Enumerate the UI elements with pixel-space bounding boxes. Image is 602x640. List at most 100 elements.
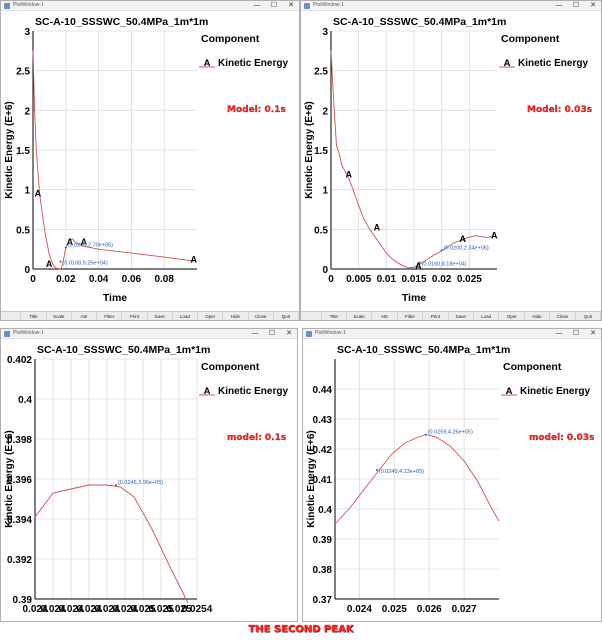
- plot-window-4: PlotWindow-1 — ☐ ✕ 0.024 0.025 0.026 0.027 0…: [302, 328, 602, 622]
- y-tick-label: 0.402: [7, 355, 32, 366]
- legend-entry: Kinetic Energy: [520, 386, 590, 397]
- app-icon: [4, 3, 10, 9]
- toolbar-button-save[interactable]: Save: [449, 312, 474, 320]
- minimize-icon[interactable]: —: [253, 2, 261, 9]
- model-annotation: Model: 0.1s: [227, 105, 286, 115]
- window-titlebar[interactable]: PlotWindow-1 — ☐ ✕: [303, 329, 601, 339]
- window-title: PlotWindow-1: [315, 330, 346, 336]
- window-titlebar[interactable]: PlotWindow-1 — ☐ ✕: [1, 1, 299, 11]
- maximize-icon[interactable]: ☐: [572, 2, 580, 9]
- chart-title: SC-A-10_SSSWC_50.4MPa_1m*1m: [35, 16, 208, 28]
- maximize-icon[interactable]: ☐: [268, 330, 276, 337]
- probe-label: (0.0168,9.25e+04): [63, 261, 108, 267]
- maximize-icon[interactable]: ☐: [270, 2, 278, 9]
- kinetic-energy-chart[interactable]: 0.0240.0240.0240.0240.0240.0240.0250.025…: [1, 339, 298, 622]
- toolbar-blank-button[interactable]: [1, 312, 22, 320]
- curve-marker: A: [46, 259, 53, 269]
- chart-title: SC-A-10_SSSWC_50.4MPa_1m*1m: [337, 344, 510, 356]
- y-tick-label: 0.4: [18, 395, 32, 406]
- probe-label: (0.0200,2.70e+05): [68, 243, 113, 249]
- close-icon[interactable]: ✕: [288, 2, 294, 9]
- toolbar-button-title[interactable]: Title: [322, 312, 347, 320]
- toolbar-button-quit[interactable]: Quit: [274, 312, 299, 320]
- y-tick-label: 0.394: [7, 515, 32, 526]
- minimize-icon[interactable]: —: [251, 330, 259, 337]
- x-tick-label: 0.0254: [182, 604, 213, 615]
- plot-window-2: PlotWindow-1 — ☐ ✕ 0 0.005 0.01 0.015 0.02 0.…: [300, 0, 602, 321]
- probe-label: (0.0245,3.96e+05): [118, 480, 163, 486]
- plot-area[interactable]: 0.024 0.025 0.026 0.027 0.37 0.38 0.39 0.4 0.41 0…: [303, 339, 602, 622]
- legend-title: Component: [201, 361, 260, 373]
- curve-marker: A: [374, 223, 381, 233]
- minimize-icon[interactable]: —: [555, 2, 563, 9]
- window-titlebar[interactable]: PlotWindow-1 — ☐ ✕: [1, 329, 297, 339]
- toolbar-button-hide[interactable]: Hide: [525, 312, 551, 320]
- y-tick-label: 0: [322, 265, 328, 276]
- y-tick-label: 1: [322, 186, 328, 197]
- toolbar-button-load[interactable]: Load: [474, 312, 500, 320]
- close-icon[interactable]: ✕: [286, 330, 292, 337]
- window-titlebar[interactable]: PlotWindow-1 — ☐ ✕: [301, 1, 601, 11]
- y-axis-label: Kinetic Energy (E+6): [4, 430, 15, 528]
- x-tick-label: 0.026: [417, 604, 442, 615]
- toolbar-button-filter[interactable]: Filter: [398, 312, 424, 320]
- x-tick-label: 0.024: [94, 604, 119, 615]
- y-tick-label: 0.37: [313, 595, 333, 606]
- toolbar-blank-button[interactable]: [301, 312, 322, 320]
- chart-title: SC-A-10_SSSWC_50.4MPa_1m*1m: [37, 344, 210, 356]
- legend-title: Component: [201, 33, 260, 45]
- toolbar-button-close[interactable]: Close: [550, 312, 576, 320]
- probe-point: [440, 249, 443, 252]
- x-tick-label: 0.01: [377, 274, 397, 285]
- probe-label: (0.0200,2.34e+05): [444, 245, 489, 251]
- y-tick-label: 0.392: [7, 555, 32, 566]
- plot-area[interactable]: 0 0.02 0.04 0.06 0.08 0 0.5 1 1.5 2 2.5 3 SC-A-10_SS…: [1, 11, 299, 311]
- kinetic-energy-chart[interactable]: 0 0.005 0.01 0.015 0.02 0.025 0 0.5 1 1.5 2 2.5 3 SC-…: [301, 11, 602, 311]
- y-tick-label: 3: [24, 27, 30, 38]
- kinetic-energy-chart[interactable]: 0 0.02 0.04 0.06 0.08 0 0.5 1 1.5 2 2.5 3 SC-A-10_SS…: [1, 11, 300, 311]
- app-icon: [4, 331, 10, 337]
- window-title: PlotWindow-1: [13, 2, 44, 8]
- x-tick-label: 0.08: [154, 274, 174, 285]
- y-tick-label: 1: [24, 186, 30, 197]
- y-tick-label: 2: [24, 106, 30, 117]
- probe-point: [59, 260, 62, 263]
- toolbar-button-oper[interactable]: Oper: [198, 312, 224, 320]
- toolbar-button-oper[interactable]: Oper: [499, 312, 525, 320]
- y-tick-label: 2.5: [314, 67, 328, 78]
- toolbar-button-hide[interactable]: Hide: [223, 312, 249, 320]
- curve-marker: A: [35, 189, 42, 199]
- probe-point: [418, 261, 421, 264]
- toolbar-button-print[interactable]: Print: [122, 312, 148, 320]
- maximize-icon[interactable]: ☐: [572, 330, 580, 337]
- probe-label: (0.0245,4.13e+05): [379, 469, 424, 475]
- kinetic-energy-chart[interactable]: 0.024 0.025 0.026 0.027 0.37 0.38 0.39 0.4 0.41 0…: [303, 339, 602, 622]
- plot-clip-group: [330, 50, 495, 269]
- toolbar-button-scale[interactable]: Scale: [347, 312, 373, 320]
- y-axis-label: Kinetic Energy (E+6): [304, 101, 315, 199]
- close-icon[interactable]: ✕: [590, 2, 596, 9]
- y-tick-label: 2.5: [16, 67, 30, 78]
- toolbar-button-load[interactable]: Load: [173, 312, 199, 320]
- plot-area[interactable]: 0.024 0.024 0.024 0.024 0.024 0.024 0.025 0.025…: [1, 339, 298, 622]
- y-tick-label: 0.4: [318, 505, 332, 516]
- toolbar-button-attr[interactable]: Attr: [372, 312, 398, 320]
- toolbar-button-scale[interactable]: Scale: [47, 312, 72, 320]
- toolbar-button-close[interactable]: Close: [249, 312, 274, 320]
- x-tick-label: 0.06: [122, 274, 142, 285]
- toolbar-button-print[interactable]: Print: [423, 312, 449, 320]
- legend-title: Component: [503, 361, 562, 373]
- toolbar-button-title[interactable]: Title: [21, 312, 47, 320]
- curve-marker: A: [345, 170, 352, 180]
- close-icon[interactable]: ✕: [590, 330, 596, 337]
- y-tick-label: 0.396: [7, 475, 32, 486]
- toolbar-button-filter[interactable]: Filter: [97, 312, 123, 320]
- probe-point: [375, 469, 378, 471]
- toolbar-button-quit[interactable]: Quit: [576, 312, 601, 320]
- y-tick-label: 0: [24, 265, 30, 276]
- legend-title: Component: [501, 33, 560, 45]
- toolbar-button-save[interactable]: Save: [148, 312, 173, 320]
- toolbar-button-attr[interactable]: Attr: [72, 312, 98, 320]
- plot-area[interactable]: 0 0.005 0.01 0.015 0.02 0.025 0 0.5 1 1.5 2 2.5 3 SC-…: [301, 11, 601, 311]
- minimize-icon[interactable]: —: [555, 330, 563, 337]
